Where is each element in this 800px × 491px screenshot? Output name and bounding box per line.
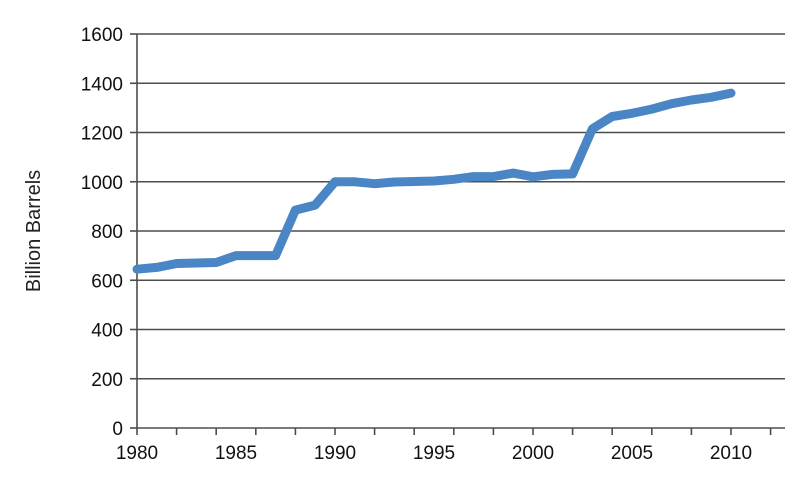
gridlines [137, 33, 785, 380]
data-point [412, 180, 416, 184]
data-point [491, 175, 495, 179]
data-point [729, 91, 733, 95]
data-point [353, 180, 357, 184]
data-point [214, 261, 218, 265]
data-point [670, 102, 674, 106]
y-tick-label: 600 [91, 271, 123, 292]
data-point [373, 182, 377, 186]
x-tick-label: 2000 [512, 443, 554, 464]
y-axis-label: Billion Barrels [23, 170, 45, 292]
data-point [432, 179, 436, 183]
x-tick-label: 1995 [413, 443, 455, 464]
x-tick-label: 1990 [314, 443, 356, 464]
data-point [293, 208, 297, 212]
data-point [175, 262, 179, 266]
y-tick-label: 1600 [81, 25, 123, 46]
data-point [155, 265, 159, 269]
y-tick-label: 200 [91, 370, 123, 391]
data-point [650, 107, 654, 111]
series-layer [132, 88, 736, 274]
data-point [571, 172, 575, 176]
x-tick-label: 2010 [710, 443, 752, 464]
data-point [234, 254, 238, 258]
y-tick-label: 800 [91, 222, 123, 243]
y-tick-label: 1000 [81, 173, 123, 194]
x-tick-label: 2005 [611, 443, 653, 464]
data-point [630, 111, 634, 115]
data-point [610, 114, 614, 118]
data-point [194, 261, 198, 265]
data-point [333, 180, 337, 184]
x-tick-label: 1980 [116, 443, 158, 464]
data-point [313, 203, 317, 207]
data-point [452, 177, 456, 181]
data-point [274, 254, 278, 258]
data-point [531, 175, 535, 179]
tick-labels: 0 200 400 600 800 1000 1200 1400 1600 1980 1985 199… [81, 25, 752, 464]
x-tick-label: 1985 [215, 443, 257, 464]
data-point [472, 175, 476, 179]
data-point [590, 127, 594, 131]
y-tick-label: 0 [112, 419, 123, 440]
data-point [135, 267, 139, 271]
y-tick-label: 1400 [81, 74, 123, 95]
y-tick-label: 1200 [81, 124, 123, 145]
axes [130, 33, 785, 435]
y-tick-label: 400 [91, 321, 123, 342]
data-point [709, 95, 713, 99]
data-point [254, 254, 258, 258]
data-point [511, 171, 515, 175]
data-point [551, 172, 555, 176]
data-point [392, 180, 396, 184]
data-point [689, 98, 693, 102]
